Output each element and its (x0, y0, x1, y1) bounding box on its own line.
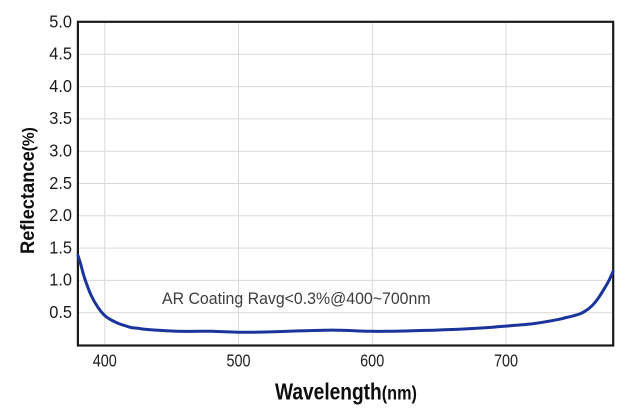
svg-text:1.0: 1.0 (49, 270, 72, 290)
svg-text:5.0: 5.0 (49, 12, 72, 32)
svg-text:4.0: 4.0 (49, 76, 72, 96)
svg-text:AR Coating Ravg<0.3%@400~700nm: AR Coating Ravg<0.3%@400~700nm (162, 289, 431, 308)
svg-text:2.0: 2.0 (49, 206, 72, 226)
svg-text:Reflectance(%): Reflectance(%) (18, 127, 40, 254)
svg-text:1.5: 1.5 (49, 238, 72, 258)
svg-text:Wavelength(nm): Wavelength(nm) (275, 380, 417, 405)
svg-text:3.5: 3.5 (49, 109, 72, 129)
svg-text:600: 600 (360, 352, 384, 370)
svg-text:0.5: 0.5 (49, 303, 72, 323)
svg-text:700: 700 (494, 352, 518, 370)
svg-text:3.0: 3.0 (49, 141, 72, 161)
svg-text:4.5: 4.5 (49, 44, 72, 64)
svg-text:500: 500 (226, 352, 250, 370)
svg-text:400: 400 (93, 352, 117, 370)
svg-text:2.5: 2.5 (49, 173, 72, 193)
